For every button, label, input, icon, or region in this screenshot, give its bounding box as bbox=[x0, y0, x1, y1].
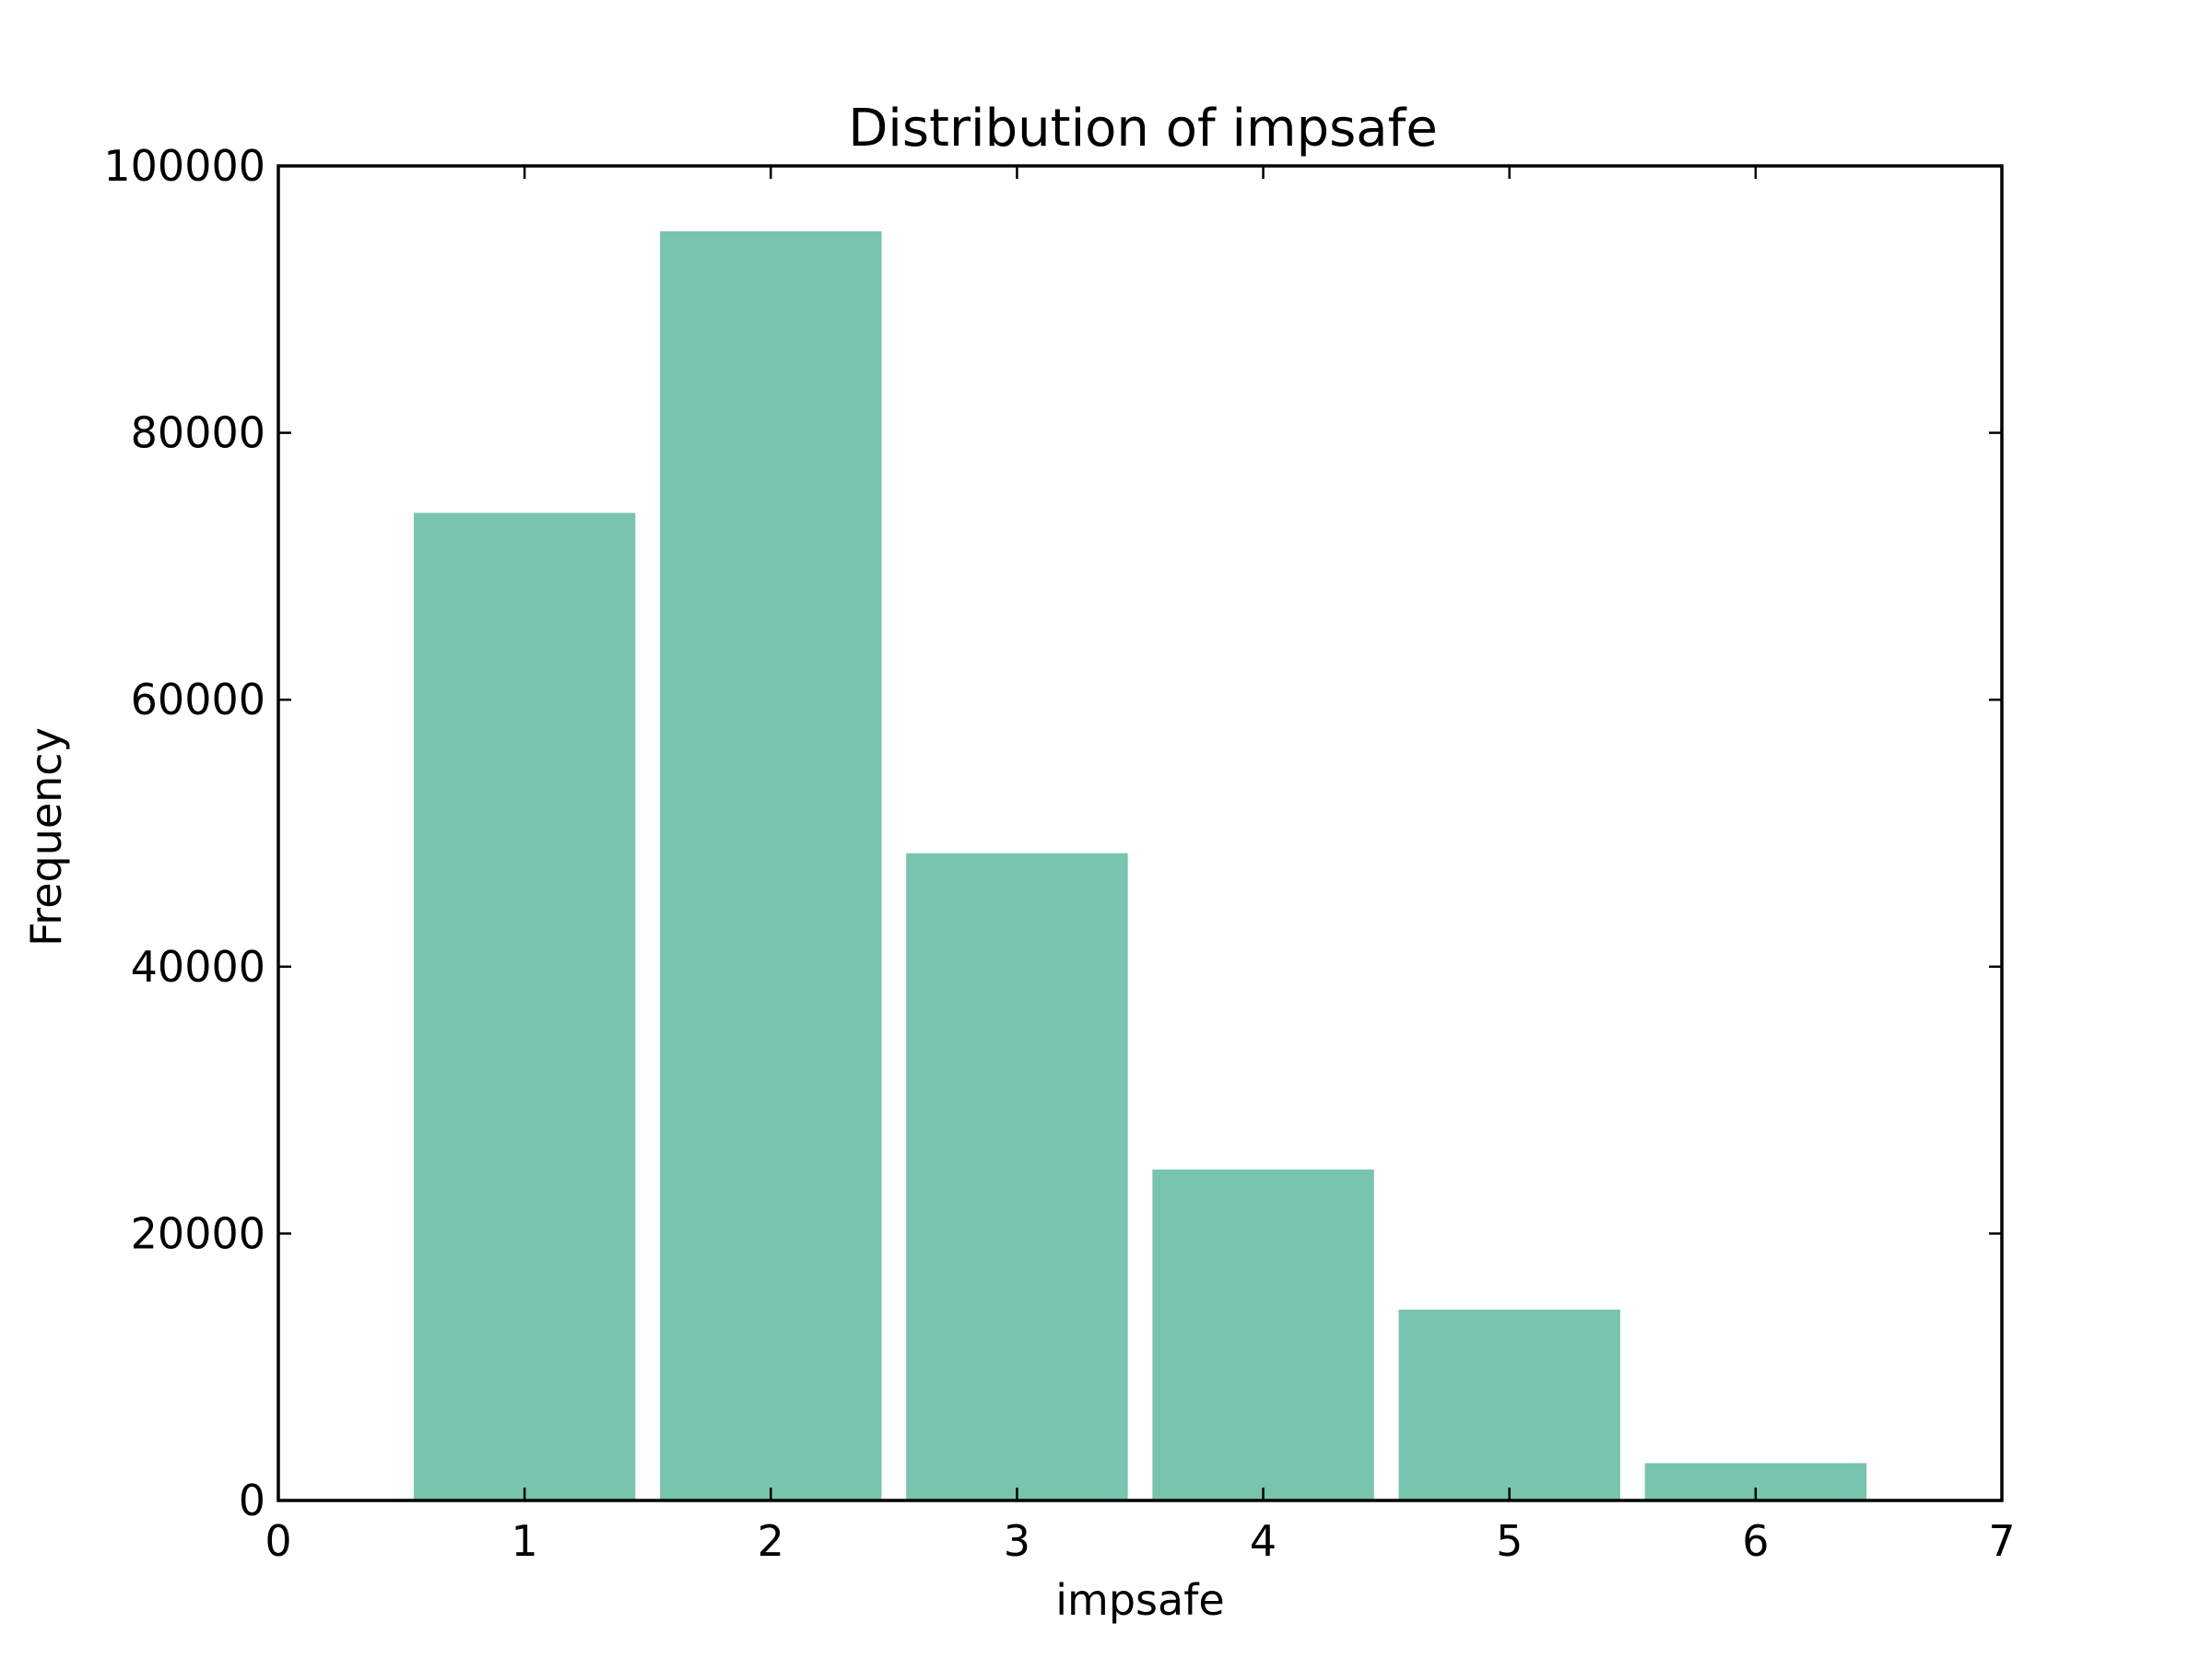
x-tick-label: 5 bbox=[1496, 1516, 1523, 1566]
x-tick-label: 0 bbox=[265, 1516, 291, 1566]
chart-title: Distribution of impsafe bbox=[848, 99, 1438, 159]
bars-group bbox=[413, 230, 1867, 1500]
x-tick-label: 2 bbox=[758, 1516, 784, 1566]
y-axis-label: Frequency bbox=[21, 727, 71, 947]
bar-5 bbox=[1398, 1309, 1620, 1500]
y-tick-label: 60000 bbox=[131, 675, 265, 724]
x-tick-label: 6 bbox=[1742, 1516, 1769, 1566]
ticks-group: 0 1 2 3 4 5 6 7 0 20000 40000 60000 80000 100000 bbox=[103, 141, 2015, 1566]
y-tick-label: 100000 bbox=[103, 141, 265, 191]
bar-4 bbox=[1152, 1169, 1374, 1500]
y-tick-label: 80000 bbox=[131, 408, 265, 458]
x-tick-label: 7 bbox=[1988, 1516, 2015, 1566]
x-tick-label: 4 bbox=[1250, 1516, 1277, 1566]
y-tick-label: 20000 bbox=[131, 1208, 265, 1258]
x-tick-label: 1 bbox=[512, 1516, 538, 1566]
bar-2 bbox=[660, 230, 882, 1500]
x-axis-label: impsafe bbox=[1055, 1575, 1224, 1625]
plot-frame bbox=[276, 164, 2004, 1502]
y-tick-label: 0 bbox=[239, 1476, 265, 1525]
y-tick-label: 40000 bbox=[131, 942, 265, 992]
bar-1 bbox=[413, 512, 636, 1500]
bar-3 bbox=[906, 853, 1128, 1500]
x-tick-label: 3 bbox=[1004, 1516, 1030, 1566]
